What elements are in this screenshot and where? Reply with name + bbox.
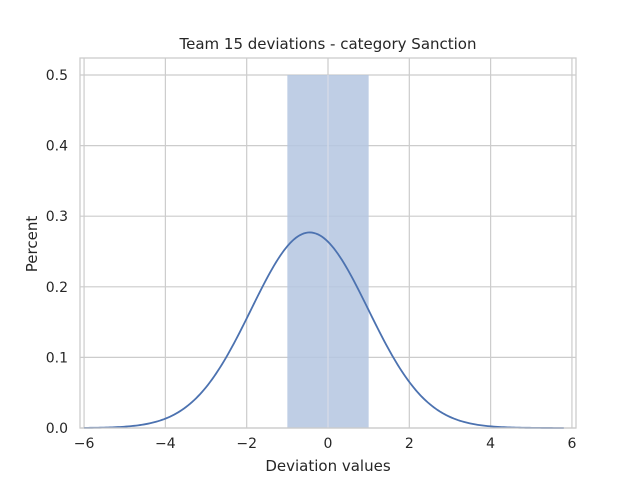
y-axis-label: Percent	[23, 216, 41, 273]
y-tick-label: 0.3	[46, 209, 68, 225]
y-tick-label: 0.0	[46, 421, 68, 437]
chart-title: Team 15 deviations - category Sanction	[178, 35, 476, 53]
x-tick-label: −6	[74, 436, 95, 452]
histogram	[287, 75, 369, 428]
x-tick-label: 2	[405, 436, 414, 452]
x-tick-label: −4	[155, 436, 176, 452]
plot-frame	[79, 57, 577, 429]
y-tick-label: 0.4	[46, 139, 68, 155]
kde-series	[84, 231, 564, 429]
tick-labels: −6 −4 −2 0 2 4 6 0.0 0.1 0.2 0.3 0.4 0.5	[46, 68, 577, 452]
plot-border	[79, 57, 577, 429]
x-tick-label: 0	[324, 436, 333, 452]
x-tick-label: 4	[486, 436, 495, 452]
x-tick-label: −2	[236, 436, 257, 452]
kde-line	[84, 231, 564, 429]
x-tick-label: 6	[567, 436, 576, 452]
x-axis-label: Deviation values	[265, 457, 390, 475]
y-tick-label: 0.5	[46, 68, 68, 84]
y-tick-label: 0.1	[46, 350, 68, 366]
y-tick-label: 0.2	[46, 280, 68, 296]
